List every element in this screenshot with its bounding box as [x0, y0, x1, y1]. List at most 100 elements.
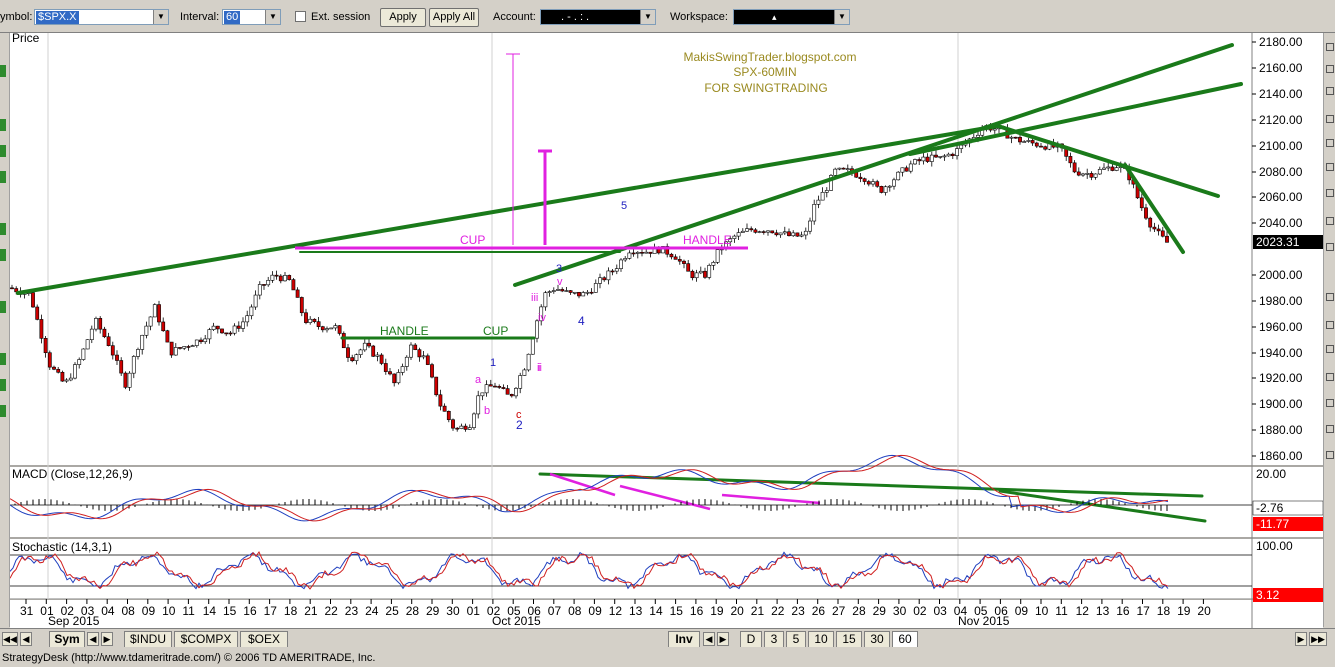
- candle: [976, 134, 980, 138]
- prev-icon[interactable]: ◀: [87, 632, 99, 646]
- candle: [421, 355, 426, 358]
- right-tool-strip: [1323, 33, 1335, 627]
- tool-icon[interactable]: [1326, 217, 1334, 225]
- tool-icon[interactable]: [1326, 43, 1334, 51]
- handle-label: HANDLE: [683, 233, 732, 247]
- chart-canvas[interactable]: CUP HANDLE HANDLE CUP MakisSwingTrader.b…: [10, 33, 1323, 628]
- month-label: Nov 2015: [958, 614, 1010, 628]
- price-tick-label: 2100.00: [1259, 139, 1303, 153]
- date-tick-label: 16: [1116, 604, 1130, 618]
- tool-icon[interactable]: [0, 171, 6, 183]
- candle: [1068, 156, 1073, 164]
- tab-sym[interactable]: Sym: [49, 631, 85, 647]
- next-icon[interactable]: ▶: [1295, 632, 1307, 646]
- tab-interval[interactable]: 5: [786, 631, 806, 647]
- tab-interval[interactable]: 3: [764, 631, 784, 647]
- tool-icon[interactable]: [0, 405, 6, 417]
- tab-interval[interactable]: 10: [808, 631, 834, 647]
- tool-icon[interactable]: [1326, 425, 1334, 433]
- tool-icon[interactable]: [1326, 399, 1334, 407]
- tab-interval[interactable]: 15: [836, 631, 862, 647]
- candle: [413, 344, 418, 350]
- account-select[interactable]: . - . : . ▼: [540, 9, 656, 25]
- date-tick-label: 02: [913, 604, 927, 618]
- trendline: [1123, 163, 1185, 254]
- chevron-down-icon[interactable]: ▼: [265, 10, 280, 24]
- candle: [543, 292, 548, 308]
- tool-icon[interactable]: [1326, 87, 1334, 95]
- tool-icon[interactable]: [1326, 65, 1334, 73]
- tab-interval[interactable]: 30: [864, 631, 890, 647]
- tab-symbol[interactable]: $OEX: [240, 631, 288, 647]
- candle: [577, 291, 581, 297]
- tool-icon[interactable]: [0, 65, 6, 77]
- tool-icon[interactable]: [1326, 345, 1334, 353]
- tab-bar: ◀◀ ◀ Sym ◀ ▶ $INDU $COMPX $OEX Inv ◀ ▶ D…: [0, 628, 1335, 649]
- candle: [598, 277, 602, 284]
- tool-icon[interactable]: [1326, 115, 1334, 123]
- candle: [635, 252, 640, 254]
- stochastic-value-badge: [1253, 588, 1323, 602]
- tool-icon[interactable]: [0, 119, 6, 131]
- tool-icon[interactable]: [1326, 243, 1334, 251]
- wave-label: iii: [531, 292, 538, 304]
- apply-all-button[interactable]: Apply All: [429, 8, 479, 27]
- candle: [241, 321, 245, 329]
- tool-icon[interactable]: [0, 353, 6, 365]
- tool-icon[interactable]: [1326, 451, 1334, 459]
- tool-icon[interactable]: [1326, 189, 1334, 197]
- candle: [883, 186, 888, 193]
- chevron-down-icon[interactable]: ▼: [640, 10, 655, 24]
- candle: [1148, 217, 1153, 228]
- symbol-select[interactable]: $SPX.X ▼: [34, 9, 169, 25]
- date-tick-label: 27: [832, 604, 846, 618]
- candle: [262, 284, 266, 286]
- price-tick-label: 1940.00: [1259, 346, 1303, 360]
- tool-icon[interactable]: [0, 145, 6, 157]
- interval-value: 60: [224, 11, 241, 24]
- tool-icon[interactable]: [0, 249, 6, 261]
- tool-icon[interactable]: [1326, 293, 1334, 301]
- interval-select[interactable]: 60 ▼: [222, 9, 281, 25]
- date-tick-label: 02: [487, 604, 501, 618]
- candle: [194, 339, 199, 346]
- tool-icon[interactable]: [1326, 321, 1334, 329]
- tab-inv[interactable]: Inv: [668, 631, 700, 647]
- prev-icon[interactable]: ◀: [703, 632, 715, 646]
- first-icon[interactable]: ◀◀: [2, 632, 18, 646]
- date-tick-label: 01: [467, 604, 481, 618]
- candle: [736, 232, 741, 237]
- tool-icon[interactable]: [0, 223, 6, 235]
- tool-icon[interactable]: [0, 301, 6, 313]
- candle: [614, 268, 619, 272]
- candle: [497, 386, 502, 388]
- candle: [1018, 136, 1022, 143]
- tool-icon[interactable]: [1326, 373, 1334, 381]
- candle: [934, 154, 938, 158]
- tab-interval[interactable]: D: [740, 631, 762, 647]
- candle: [955, 148, 959, 157]
- tool-icon[interactable]: [0, 379, 6, 391]
- candle: [186, 346, 191, 348]
- tab-interval[interactable]: 60: [892, 631, 918, 647]
- tool-icon[interactable]: [1326, 139, 1334, 147]
- tab-symbol[interactable]: $INDU: [124, 631, 172, 647]
- candle: [745, 228, 749, 232]
- chevron-down-icon[interactable]: ▼: [834, 10, 849, 24]
- candle: [383, 363, 388, 372]
- tool-icon[interactable]: [1326, 163, 1334, 171]
- next-icon[interactable]: ▶: [717, 632, 729, 646]
- left-tool-strip: [0, 33, 10, 627]
- workspace-select[interactable]: ▴ ▼: [733, 9, 850, 25]
- candle: [434, 376, 439, 396]
- last-icon[interactable]: ▶▶: [1309, 632, 1327, 646]
- apply-button[interactable]: Apply: [380, 8, 426, 27]
- next-icon[interactable]: ▶: [101, 632, 113, 646]
- tab-symbol[interactable]: $COMPX: [174, 631, 238, 647]
- ext-session-checkbox[interactable]: [295, 11, 306, 22]
- chevron-down-icon[interactable]: ▼: [153, 10, 168, 24]
- date-tick-label: 19: [1177, 604, 1191, 618]
- date-tick-label: 19: [710, 604, 724, 618]
- prev-icon[interactable]: ◀: [20, 632, 32, 646]
- candle: [942, 155, 947, 158]
